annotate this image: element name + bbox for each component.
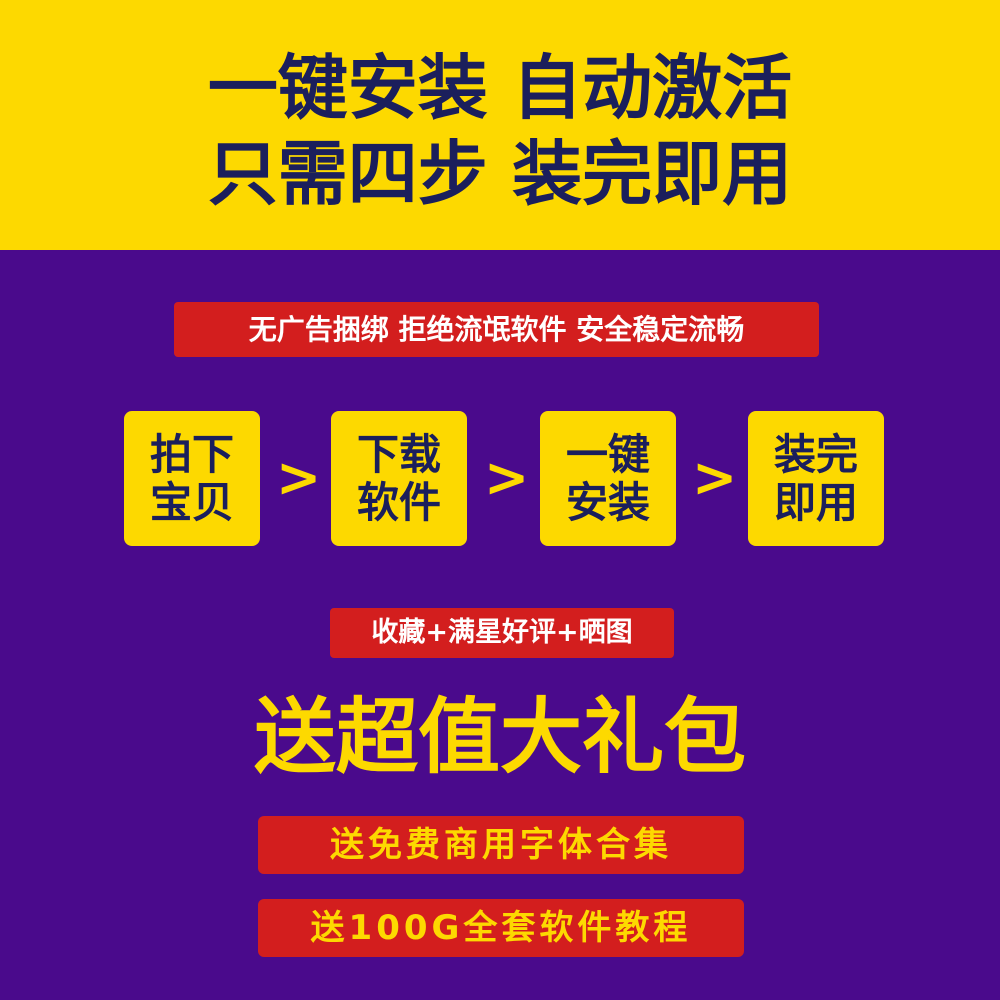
step-3-line-1: 一键 [565, 429, 650, 479]
arrow-icon: > [276, 446, 322, 509]
step-3-box: 一键 安装 [540, 411, 676, 546]
step-2-line-1: 下载 [356, 429, 441, 479]
step-2-box: 下载 软件 [331, 411, 467, 546]
gift-item-2: 送100G全套软件教程 [258, 899, 744, 957]
headline-line-2: 只需四步 装完即用 [207, 133, 793, 215]
step-4-line-1: 装完 [773, 429, 858, 479]
step-4-box: 装完 即用 [748, 411, 884, 546]
step-4-line-2: 即用 [773, 477, 858, 527]
features-strip: 无广告捆绑 拒绝流氓软件 安全稳定流畅 [174, 302, 819, 357]
headline-line-1: 一键安装 自动激活 [207, 47, 793, 129]
review-strip: 收藏+满星好评+晒图 [330, 608, 674, 658]
gift-item-1: 送免费商用字体合集 [258, 816, 744, 874]
top-banner: 一键安装 自动激活 只需四步 装完即用 [0, 0, 1000, 250]
arrow-icon: > [484, 446, 530, 509]
step-1-line-2: 宝贝 [149, 477, 234, 527]
step-3-line-2: 安装 [565, 477, 650, 527]
arrow-icon: > [692, 446, 738, 509]
gift-title: 送超值大礼包 [253, 690, 746, 785]
step-1-line-1: 拍下 [149, 429, 234, 479]
step-2-line-2: 软件 [356, 477, 441, 527]
step-1-box: 拍下 宝贝 [124, 411, 260, 546]
